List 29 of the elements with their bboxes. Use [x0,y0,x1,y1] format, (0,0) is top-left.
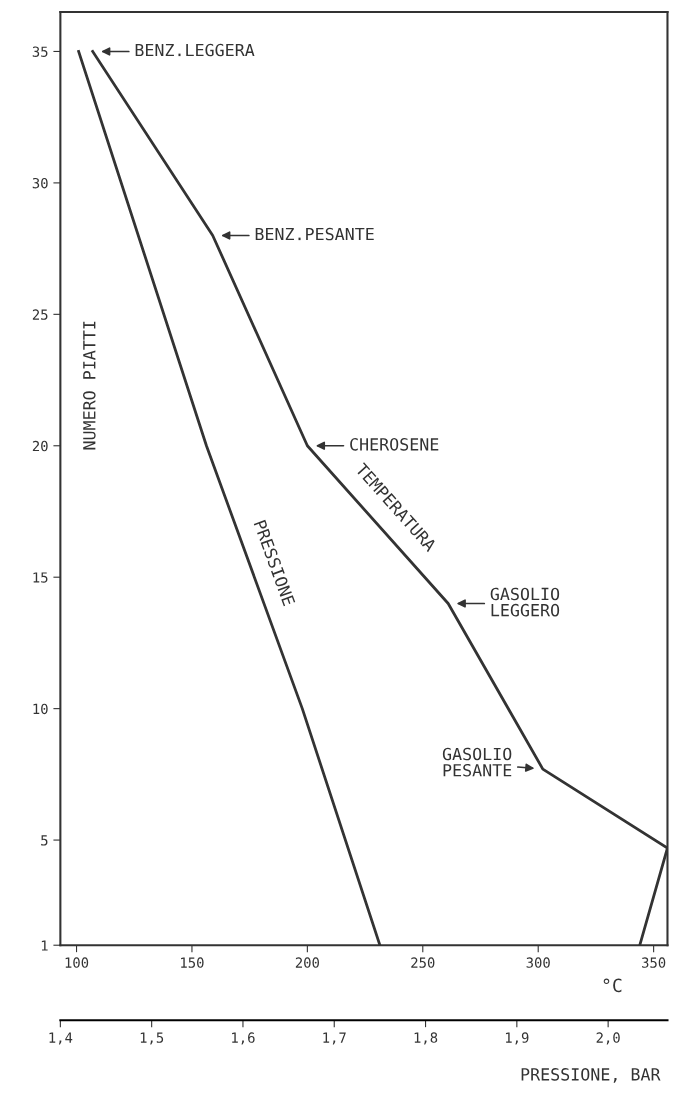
x2-axis-title: PRESSIONE, BAR [521,1068,661,1083]
x-tick-label: 200 [295,957,320,968]
y-tick-label: 10 [33,703,48,715]
x2-tick-label: 1,5 [140,1032,164,1045]
x-tick-label: 100 [65,957,89,968]
x-tick-label: 350 [642,957,666,968]
annotation: GASOLIO PESANTE [442,747,512,777]
x2-tick-label: 1,8 [414,1032,438,1045]
x2-tick-label: 1,9 [505,1032,529,1045]
y-tick-label: 35 [32,46,48,57]
x-tick-label: 150 [181,957,204,968]
x2-tick-label: 1,6 [232,1032,255,1045]
x-tick-label: 300 [526,957,550,968]
y-tick-label: 5 [41,835,48,846]
annotation: CHEROSENE [350,438,439,451]
x2-tick-label: 2,0 [596,1032,620,1045]
y-tick-label: 20 [32,440,48,452]
annotation: GASOLIO LEGGERO [490,587,560,617]
y-axis-title: NUMERO PIATTI [83,321,96,450]
y-tick-label: 30 [32,177,48,189]
annotation: BENZ.LEGGERA [135,43,255,57]
x-tick-label: 250 [411,957,435,968]
x-axis-title: °C [603,978,622,993]
annotation: BENZ.PESANTE [255,227,374,241]
x2-tick-label: 1,7 [323,1032,346,1045]
y-tick-label: 25 [32,309,48,320]
x2-tick-label: 1,4 [49,1032,73,1045]
y-tick-label: 15 [33,572,48,583]
y-tick-label: 1 [41,940,48,951]
